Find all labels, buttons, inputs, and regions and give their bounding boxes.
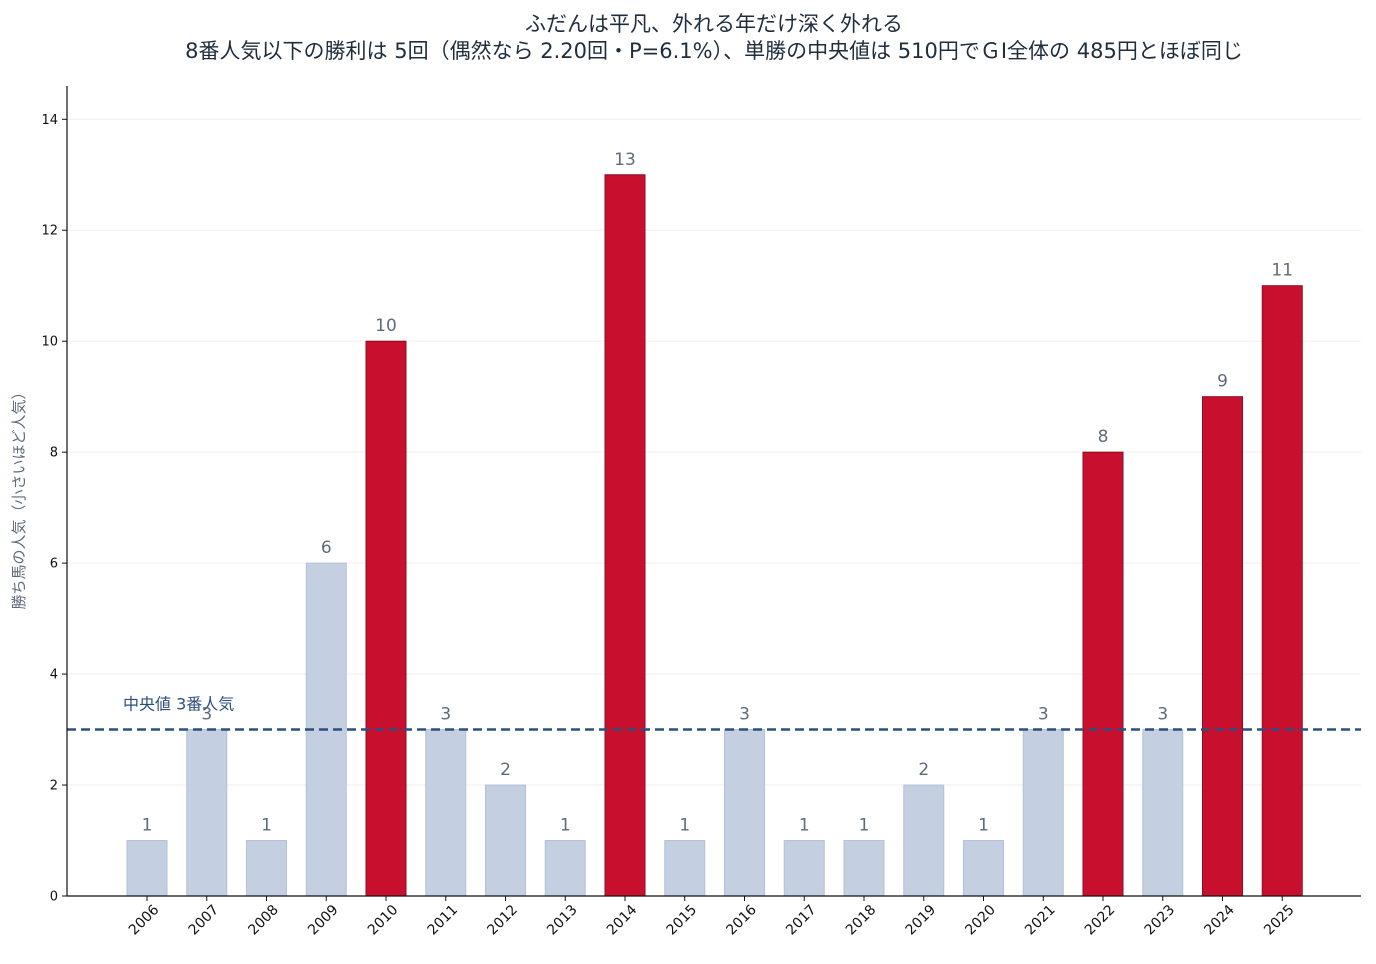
x-tick-label: 2012	[484, 902, 521, 939]
x-tick-label: 2008	[245, 902, 282, 939]
chart-title: ふだんは平凡、外れる年だけ深く外れる	[525, 12, 903, 36]
bar-value-label: 2	[918, 760, 929, 780]
bar	[186, 729, 228, 897]
bar	[425, 729, 467, 897]
bar-value-label: 11	[1271, 261, 1293, 281]
bars	[126, 174, 1303, 897]
y-tick-label: 2	[50, 779, 58, 794]
y-tick-label: 4	[50, 668, 58, 683]
x-tick-label: 2020	[962, 902, 999, 939]
bar-highlighted	[1202, 396, 1243, 897]
y-tick-label: 10	[41, 335, 58, 350]
bar-value-label: 3	[1157, 705, 1168, 725]
bar-highlighted	[1082, 451, 1124, 897]
bar-value-label: 8	[1098, 427, 1109, 447]
x-tick-label: 2011	[425, 902, 462, 939]
bar	[1022, 729, 1064, 897]
y-tick-label: 12	[41, 224, 58, 239]
bar-value-label: 6	[321, 538, 332, 558]
x-tick-label: 2025	[1261, 902, 1298, 939]
x-tick-label: 2019	[903, 902, 940, 939]
y-tick-label: 8	[50, 446, 58, 461]
grid-lines	[67, 118, 1361, 786]
bar-value-label: 9	[1217, 372, 1228, 392]
x-tick-label: 2023	[1142, 902, 1179, 939]
bar	[903, 784, 945, 897]
x-tick-label: 2009	[305, 902, 342, 939]
bar-value-label: 1	[560, 816, 571, 836]
x-tick-label: 2016	[723, 902, 760, 939]
x-tick-label: 2014	[604, 902, 641, 939]
y-tick-label: 0	[50, 890, 58, 905]
bar	[724, 729, 765, 897]
bar	[126, 840, 168, 897]
x-tick-label: 2022	[1082, 902, 1119, 939]
bar	[843, 840, 885, 897]
bar-value-label: 3	[1038, 705, 1049, 725]
bar	[664, 840, 706, 897]
bar-value-label: 1	[978, 816, 989, 836]
x-tick-label: 2017	[783, 902, 820, 939]
median-overlay: 中央値 3番人気	[67, 695, 1361, 731]
median-label: 中央値 3番人気	[123, 695, 234, 714]
y-tick-label: 6	[50, 557, 58, 572]
bar-value-label: 1	[679, 816, 690, 836]
x-tick-label: 2013	[544, 902, 581, 939]
bar	[544, 840, 586, 897]
bar-value-label: 13	[614, 150, 636, 170]
bar-value-label: 3	[201, 705, 212, 725]
x-tick-label: 2024	[1201, 902, 1238, 939]
x-tick-label: 2007	[186, 902, 223, 939]
x-tick-label: 2018	[843, 902, 880, 939]
bar-value-label: 1	[261, 816, 272, 836]
bar-value-label: 1	[142, 816, 153, 836]
bar-highlighted	[604, 174, 646, 897]
bar-value-label: 2	[500, 760, 511, 780]
bar-value-label: 3	[440, 705, 451, 725]
bar-value-label: 1	[859, 816, 870, 836]
bar	[1142, 729, 1184, 897]
bar-highlighted	[365, 340, 407, 897]
x-tick-label: 2010	[365, 902, 402, 939]
x-tick-label: 2006	[126, 902, 163, 939]
bar	[485, 784, 526, 897]
y-tick-label: 14	[41, 113, 58, 128]
chart-subtitle: 8番人気以下の勝利は 5回（偶然なら 2.20回・P=6.1%）、単勝の中央値は…	[185, 39, 1243, 63]
y-axis-label: 勝ち馬の人気（小さいほど人気）	[10, 384, 28, 609]
bar-value-label: 10	[375, 316, 397, 336]
bar	[246, 840, 287, 897]
bar-value-label: 3	[739, 705, 750, 725]
x-tick-label: 2021	[1022, 902, 1059, 939]
bar-value-label: 1	[799, 816, 810, 836]
bar-highlighted	[1261, 285, 1303, 897]
bar	[783, 840, 825, 897]
x-tick-label: 2015	[664, 902, 701, 939]
bar	[963, 840, 1004, 897]
